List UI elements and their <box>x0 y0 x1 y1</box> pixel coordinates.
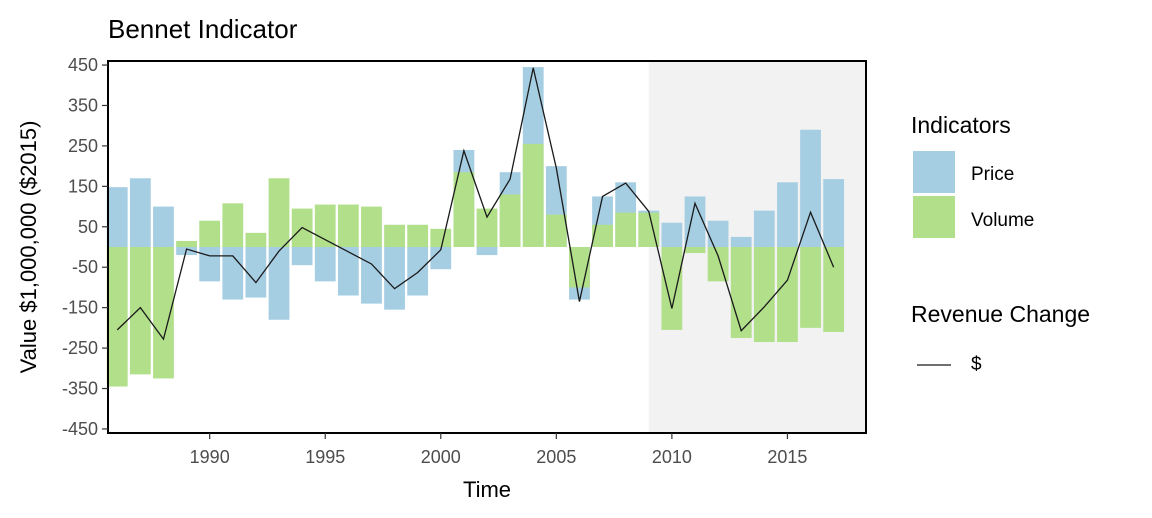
price-bar-1988 <box>153 206 174 247</box>
volume-bar-1992 <box>245 232 267 247</box>
price-bar-1986 <box>106 187 128 247</box>
legend-label-volume: Volume <box>971 210 1034 231</box>
y-tick-label-150: 150 <box>68 176 98 196</box>
legend-key-price <box>913 151 955 193</box>
volume-bar-2000 <box>430 228 452 247</box>
y-tick-label--50: -50 <box>72 257 98 277</box>
price-bar-1994 <box>291 247 313 266</box>
volume-bar-1987 <box>129 247 151 375</box>
volume-bar-1990 <box>199 220 221 247</box>
price-bar-2016 <box>800 129 821 247</box>
price-bar-1987 <box>129 178 151 247</box>
volume-bar-2008 <box>615 212 637 247</box>
plot-border <box>107 60 867 434</box>
volume-bar-2001 <box>453 172 475 247</box>
y-tick-label-450: 450 <box>68 55 98 75</box>
price-bar-1992 <box>245 247 267 298</box>
price-bar-1998 <box>384 247 405 310</box>
price-bar-1990 <box>199 247 221 282</box>
x-tick-label-2010: 2010 <box>652 447 692 467</box>
volume-bar-1999 <box>407 224 429 247</box>
y-tick-label-350: 350 <box>68 95 98 115</box>
volume-bar-2011 <box>684 247 706 254</box>
x-tick-label-2015: 2015 <box>767 447 807 467</box>
plot-frame <box>107 60 867 434</box>
volume-bar-2007 <box>592 224 613 247</box>
volume-bar-1993 <box>268 178 290 247</box>
volume-bar-2005 <box>545 214 567 247</box>
y-tick-label--150: -150 <box>62 298 98 318</box>
price-bar-1991 <box>222 247 244 300</box>
price-bar-2017 <box>823 179 845 247</box>
volume-bar-1991 <box>222 203 244 247</box>
price-bar-2012 <box>707 220 729 247</box>
volume-bar-2002 <box>476 208 498 247</box>
revenue-change-line <box>116 67 835 341</box>
volume-bar-2003 <box>499 194 521 247</box>
price-bar-2002 <box>476 247 498 256</box>
revenue-change-line-layer <box>116 67 835 341</box>
volume-bar-2009 <box>638 212 660 247</box>
legend-title-revenue-change: Revenue Change <box>911 301 1090 327</box>
price-bar-2010 <box>661 222 683 247</box>
price-bar-1997 <box>361 247 382 304</box>
y-tick-label-50: 50 <box>78 217 98 237</box>
volume-bar-1995 <box>314 204 336 247</box>
price-bar-1993 <box>268 247 290 320</box>
price-bar-2013 <box>730 236 752 247</box>
volume-bar-1986 <box>106 247 128 387</box>
volume-bar-1996 <box>337 204 359 247</box>
x-tick-label-2005: 2005 <box>536 447 576 467</box>
y-axis: 450 350 250 150 50 -50 -150 -250 -350 -450 <box>62 55 108 439</box>
volume-bar-2010 <box>661 247 683 330</box>
volume-bar-2016 <box>800 247 821 328</box>
y-tick-label--450: -450 <box>62 419 98 439</box>
legend-label-dollar: $ <box>971 354 982 375</box>
volume-bar-2012 <box>707 247 729 282</box>
y-tick-label--350: -350 <box>62 379 98 399</box>
x-axis: 1990 1995 2000 2005 2010 2015 <box>190 433 807 467</box>
x-tick-label-2000: 2000 <box>421 447 461 467</box>
volume-bar-2013 <box>730 247 752 338</box>
volume-bar-1998 <box>384 224 405 247</box>
volume-bar-1997 <box>361 206 382 247</box>
volume-bar-1989 <box>176 240 197 247</box>
price-bar-2015 <box>777 182 798 247</box>
legend-label-price: Price <box>971 164 1014 185</box>
volume-bar-1988 <box>153 247 174 379</box>
legend-title-indicators: Indicators <box>911 112 1011 138</box>
volume-bar-2015 <box>777 247 798 343</box>
legend: Indicators Price Volume Revenue Change $ <box>911 112 1090 375</box>
price-bar-2014 <box>753 210 775 247</box>
x-tick-label-1995: 1995 <box>305 447 345 467</box>
price-bar-2011 <box>684 196 706 247</box>
y-tick-label--250: -250 <box>62 338 98 358</box>
y-axis-title: Value $1,000,000 ($2015) <box>16 121 41 374</box>
x-tick-label-1990: 1990 <box>190 447 230 467</box>
price-bar-1996 <box>337 247 359 296</box>
volume-bar-2014 <box>753 247 775 343</box>
price-bar-2000 <box>430 247 452 270</box>
volume-bar-2004 <box>522 143 544 247</box>
price-bar-1995 <box>314 247 336 282</box>
chart-title: Bennet Indicator <box>108 14 298 44</box>
legend-key-volume <box>913 196 955 238</box>
price-bar-1999 <box>407 247 429 296</box>
x-axis-title: Time <box>463 477 511 502</box>
y-tick-label-250: 250 <box>68 136 98 156</box>
volume-bar-2017 <box>823 247 845 332</box>
